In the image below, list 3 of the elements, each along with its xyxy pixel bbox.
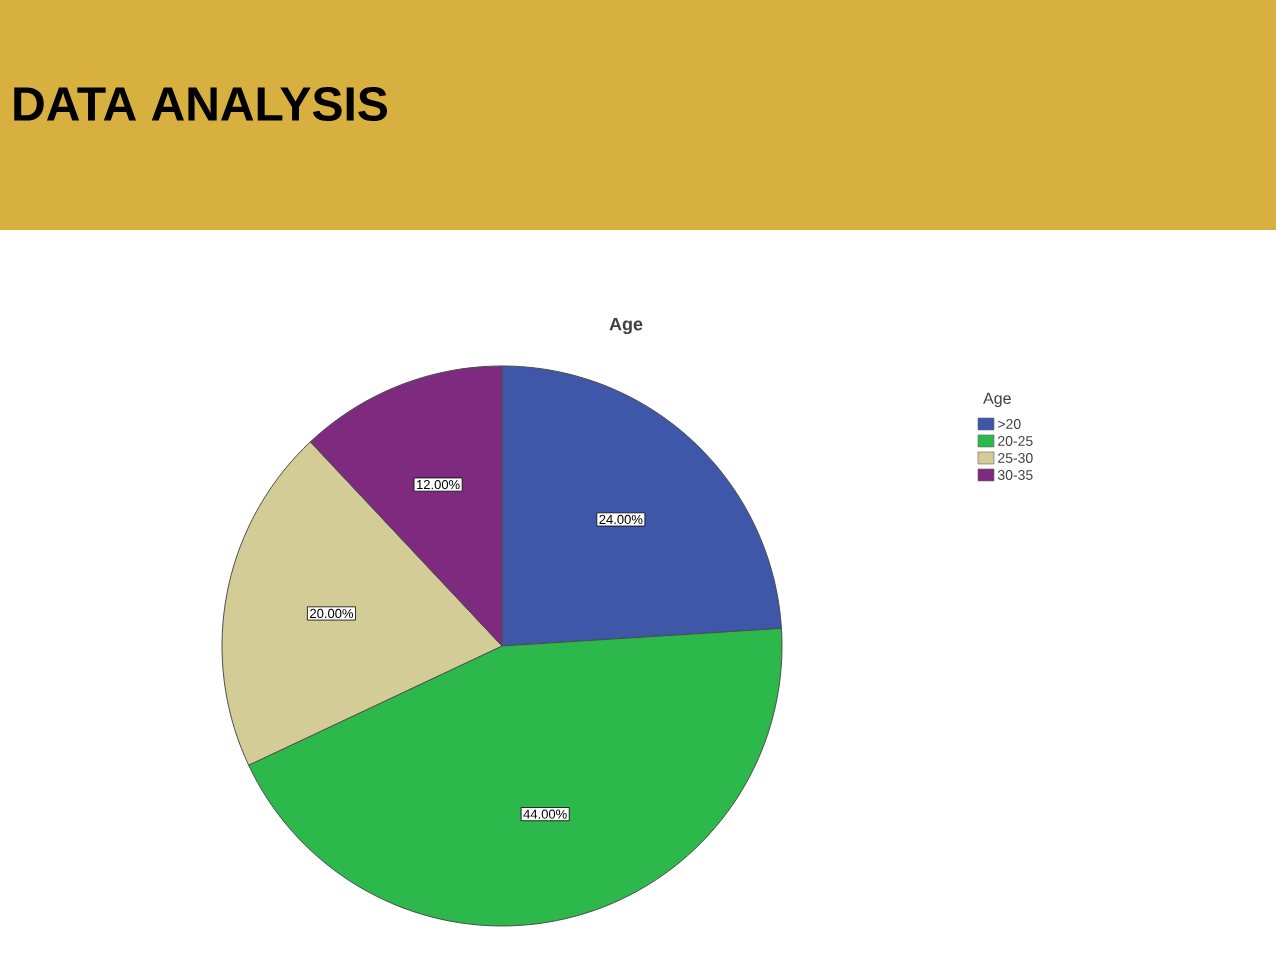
chart-title: DATA ANALYSIS — [14, 87, 388, 121]
chart-subtitle: Age — [609, 317, 643, 335]
legend-title: Age — [983, 392, 1011, 408]
